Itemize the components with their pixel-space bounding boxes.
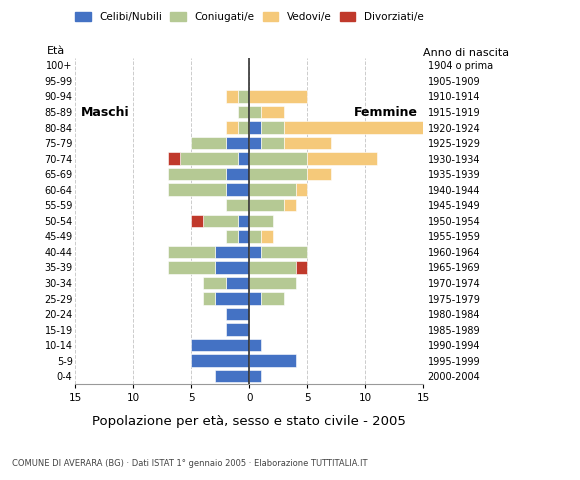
Bar bbox=[168, 168, 226, 180]
Bar bbox=[296, 261, 307, 274]
Bar bbox=[238, 215, 249, 227]
Bar bbox=[249, 168, 307, 180]
Bar bbox=[249, 137, 261, 149]
Bar bbox=[191, 339, 249, 351]
Bar bbox=[238, 121, 249, 134]
Bar bbox=[168, 153, 180, 165]
Bar bbox=[215, 246, 249, 258]
Bar bbox=[191, 215, 203, 227]
Bar bbox=[284, 137, 331, 149]
Bar bbox=[249, 215, 273, 227]
Bar bbox=[168, 261, 215, 274]
Bar bbox=[215, 292, 249, 305]
Bar bbox=[249, 261, 296, 274]
Bar bbox=[261, 292, 284, 305]
Bar bbox=[249, 354, 296, 367]
Bar bbox=[249, 230, 261, 242]
Bar bbox=[249, 90, 307, 103]
Bar bbox=[203, 215, 238, 227]
Bar bbox=[238, 230, 249, 242]
Bar bbox=[249, 121, 261, 134]
Bar bbox=[203, 277, 226, 289]
Bar bbox=[238, 90, 249, 103]
Bar bbox=[261, 106, 284, 118]
Bar bbox=[226, 308, 249, 320]
Legend: Celibi/Nubili, Coniugati/e, Vedovi/e, Divorziati/e: Celibi/Nubili, Coniugati/e, Vedovi/e, Di… bbox=[71, 8, 427, 26]
Bar bbox=[203, 292, 215, 305]
Bar bbox=[226, 168, 249, 180]
Bar bbox=[226, 230, 238, 242]
Bar bbox=[238, 153, 249, 165]
Text: Femmine: Femmine bbox=[354, 106, 418, 119]
Bar bbox=[261, 121, 284, 134]
Bar bbox=[249, 153, 307, 165]
Bar bbox=[226, 183, 249, 196]
Bar bbox=[180, 153, 238, 165]
Bar bbox=[261, 230, 273, 242]
Bar bbox=[284, 199, 296, 212]
Bar bbox=[191, 354, 249, 367]
Bar bbox=[307, 168, 331, 180]
Bar bbox=[215, 261, 249, 274]
Text: Popolazione per età, sesso e stato civile - 2005: Popolazione per età, sesso e stato civil… bbox=[92, 415, 407, 428]
Bar bbox=[226, 121, 238, 134]
Bar bbox=[226, 137, 249, 149]
Bar bbox=[307, 153, 377, 165]
Bar bbox=[226, 199, 249, 212]
Bar bbox=[249, 339, 261, 351]
Bar bbox=[226, 90, 238, 103]
Bar bbox=[249, 370, 261, 383]
Bar bbox=[215, 370, 249, 383]
Text: Maschi: Maschi bbox=[81, 106, 130, 119]
Text: Anno di nascita: Anno di nascita bbox=[423, 48, 509, 58]
Text: COMUNE DI AVERARA (BG) · Dati ISTAT 1° gennaio 2005 · Elaborazione TUTTITALIA.IT: COMUNE DI AVERARA (BG) · Dati ISTAT 1° g… bbox=[12, 458, 367, 468]
Bar bbox=[191, 137, 226, 149]
Bar bbox=[261, 137, 284, 149]
Bar bbox=[296, 183, 307, 196]
Bar bbox=[249, 183, 296, 196]
Bar bbox=[249, 246, 261, 258]
Bar bbox=[249, 277, 296, 289]
Bar bbox=[261, 246, 307, 258]
Bar bbox=[249, 292, 261, 305]
Text: Età: Età bbox=[46, 46, 64, 56]
Bar bbox=[238, 106, 249, 118]
Bar bbox=[284, 121, 423, 134]
Bar bbox=[249, 106, 261, 118]
Bar bbox=[168, 183, 226, 196]
Bar bbox=[226, 277, 249, 289]
Bar bbox=[168, 246, 215, 258]
Bar bbox=[249, 199, 284, 212]
Bar bbox=[226, 324, 249, 336]
